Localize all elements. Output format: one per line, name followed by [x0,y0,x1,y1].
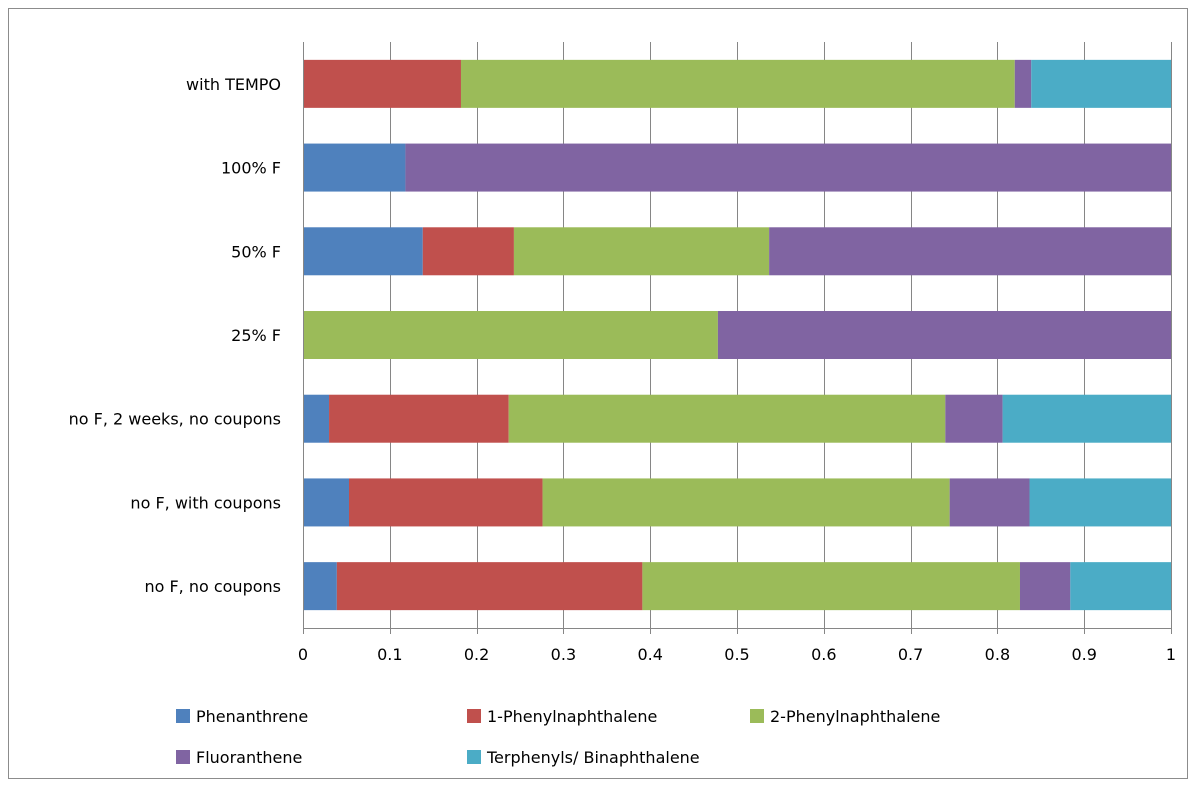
bar-segment [303,227,423,276]
bar-segment [717,311,1171,359]
legend-swatch [467,750,481,764]
legend-swatch [750,709,764,723]
x-tick-label: 0.8 [985,645,1010,664]
category-label: 25% F [231,326,281,345]
axes [303,42,1172,634]
x-tick-label: 0.2 [464,645,489,664]
x-tick-label: 0.5 [724,645,749,664]
bar-segment [303,562,337,611]
category-label: 50% F [231,242,281,261]
bar-segment [542,478,950,527]
x-tick-label: 0.3 [551,645,576,664]
bar-segment [303,394,330,443]
bar-segment [349,478,543,527]
bar-segment [460,59,1015,108]
legend-swatch [176,750,190,764]
legend-label: Fluoranthene [196,748,302,767]
bar-segment [642,562,1020,611]
category-labels: with TEMPO 100% F 50% F 25% F no F, 2 weeks,… [69,75,281,596]
bar-segment [303,478,350,527]
bar-segment [303,311,718,359]
bar-segment [949,478,1030,527]
category-label: with TEMPO [186,75,281,94]
bar-segment [405,143,1171,192]
bar-segment [1070,562,1171,611]
category-label: 100% F [221,159,281,178]
bar-segment [329,394,509,443]
legend-label: 1-Phenylnaphthalene [487,707,657,726]
legend-swatch [467,709,481,723]
x-tick-label: 0.9 [1071,645,1096,664]
bar-segment [945,394,1003,443]
x-tick-label: 0.4 [637,645,662,664]
x-tick-label: 0.7 [898,645,923,664]
legend-label: Terphenyls/ Binaphthalene [486,748,700,767]
category-label: no F, with coupons [130,493,281,512]
x-tick-label: 1 [1166,645,1176,664]
bar-segment [1002,394,1171,443]
bar-segment [513,227,770,276]
bar-segment [508,394,946,443]
bar-segment [769,227,1171,276]
bar-segment [1031,59,1171,108]
chart-frame [8,8,1188,779]
x-tick-label: 0 [298,645,308,664]
bar-segment [1019,562,1071,611]
x-tick-label: 0.1 [377,645,402,664]
category-label: no F, 2 weeks, no coupons [69,410,281,429]
bar-segment [1014,59,1032,108]
x-tick-label: 0.6 [811,645,836,664]
legend-label: 2-Phenylnaphthalene [770,707,940,726]
legend-label: Phenanthrene [196,707,308,726]
bar-segment [303,143,406,192]
x-tick-labels: 0 0.1 0.2 0.3 0.4 0.5 0.6 0.7 0.8 0.9 1 [298,645,1176,664]
bar-segment [336,562,643,611]
legend-swatch [176,709,190,723]
bar-segment [303,59,461,108]
bar-segment [1029,478,1171,527]
category-label: no F, no coupons [144,577,281,596]
bars [303,59,1171,611]
bar-segment [422,227,514,276]
legend: Phenanthrene 1-Phenylnaphthalene 2-Phenyln… [176,707,940,767]
